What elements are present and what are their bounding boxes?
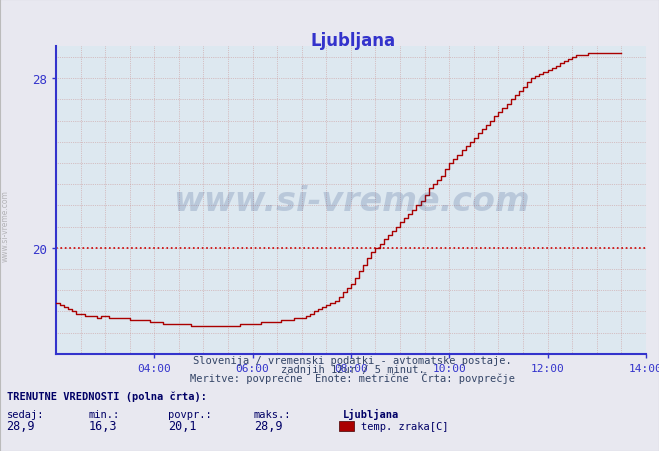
Text: 20,1: 20,1 <box>168 419 196 433</box>
Text: Slovenija / vremenski podatki - avtomatske postaje.: Slovenija / vremenski podatki - avtomats… <box>193 355 512 365</box>
Text: Ljubljana: Ljubljana <box>310 32 395 50</box>
Text: povpr.:: povpr.: <box>168 409 212 419</box>
Text: TRENUTNE VREDNOSTI (polna črta):: TRENUTNE VREDNOSTI (polna črta): <box>7 391 206 401</box>
Text: 28,9: 28,9 <box>254 419 282 433</box>
Text: Meritve: povprečne  Enote: metrične  Črta: povprečje: Meritve: povprečne Enote: metrične Črta:… <box>190 371 515 383</box>
Text: www.si-vreme.com: www.si-vreme.com <box>173 184 529 217</box>
Text: zadnjih 12ur / 5 minut.: zadnjih 12ur / 5 minut. <box>281 364 424 374</box>
Text: temp. zraka[C]: temp. zraka[C] <box>361 421 449 431</box>
Text: min.:: min.: <box>89 409 120 419</box>
Text: 28,9: 28,9 <box>7 419 35 433</box>
Text: sedaj:: sedaj: <box>7 409 44 419</box>
Text: 16,3: 16,3 <box>89 419 117 433</box>
Text: Ljubljana: Ljubljana <box>343 408 399 419</box>
Text: maks.:: maks.: <box>254 409 291 419</box>
Text: www.si-vreme.com: www.si-vreme.com <box>1 189 10 262</box>
